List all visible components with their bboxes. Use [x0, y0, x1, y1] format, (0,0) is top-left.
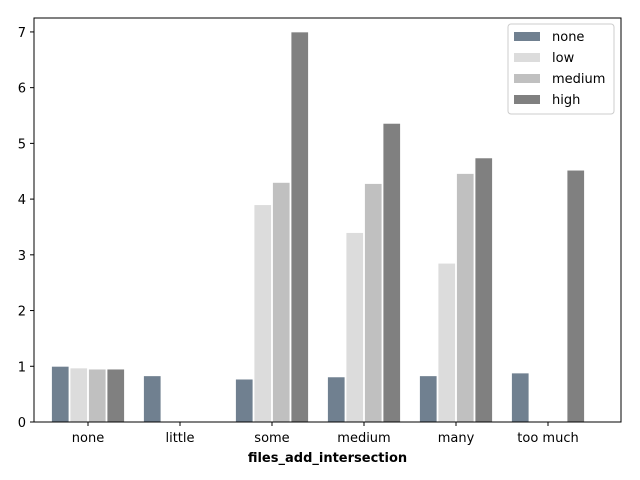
bar-high-none: [106, 368, 125, 423]
y-tick-label: 5: [18, 137, 26, 152]
legend-swatch: [514, 95, 540, 104]
bar-none-medium: [327, 376, 346, 423]
bar-none-many: [419, 375, 438, 423]
bar-medium-some: [272, 181, 291, 423]
x-tick-label: little: [165, 431, 194, 446]
y-tick-label: 6: [18, 82, 26, 97]
y-tick-label: 2: [18, 305, 26, 320]
legend-swatch: [514, 32, 540, 41]
legend-label: high: [552, 93, 580, 108]
bar-high-too-much: [566, 169, 585, 423]
legend: none low medium high: [507, 23, 615, 115]
x-tick-label: none: [72, 431, 104, 446]
bar-low-many: [437, 262, 456, 423]
legend-label: medium: [552, 72, 605, 87]
bar-none-some: [235, 378, 254, 423]
bar-low-none: [69, 367, 88, 423]
bar-high-many: [474, 157, 493, 423]
bar-low-medium: [345, 232, 364, 423]
y-tick-label: 1: [18, 360, 26, 375]
y-tick-label: 3: [18, 249, 26, 264]
x-tick-label: medium: [337, 431, 390, 446]
y-tick-label: 7: [18, 26, 26, 41]
x-tick-label: many: [438, 431, 475, 446]
x-tick-label: too much: [517, 431, 578, 446]
bar-none-little: [143, 375, 162, 423]
bar-high-some: [290, 31, 309, 423]
y-tick-label: 4: [18, 193, 26, 208]
bar-low-some: [253, 204, 272, 423]
legend-label: none: [552, 30, 584, 45]
bar-none-too-much: [511, 372, 530, 423]
bar-high-medium: [382, 122, 401, 423]
y-tick-label: 0: [18, 416, 26, 431]
x-tick-label: some: [254, 431, 289, 446]
bar-medium-many: [456, 173, 475, 423]
plot-frame: [33, 17, 622, 423]
axes-layer: none little some medium many too much 0 1 2 3 4 5 6 7: [18, 17, 622, 446]
bars-layer: [51, 31, 585, 423]
bar-none-none: [51, 365, 70, 423]
legend-swatch: [514, 74, 540, 83]
bar-medium-medium: [364, 183, 383, 423]
bar-medium-none: [88, 368, 107, 423]
legend-swatch: [514, 53, 540, 62]
legend-label: low: [552, 51, 575, 66]
x-axis-label: files_add_intersection: [248, 451, 407, 466]
legend-box: [507, 23, 615, 115]
